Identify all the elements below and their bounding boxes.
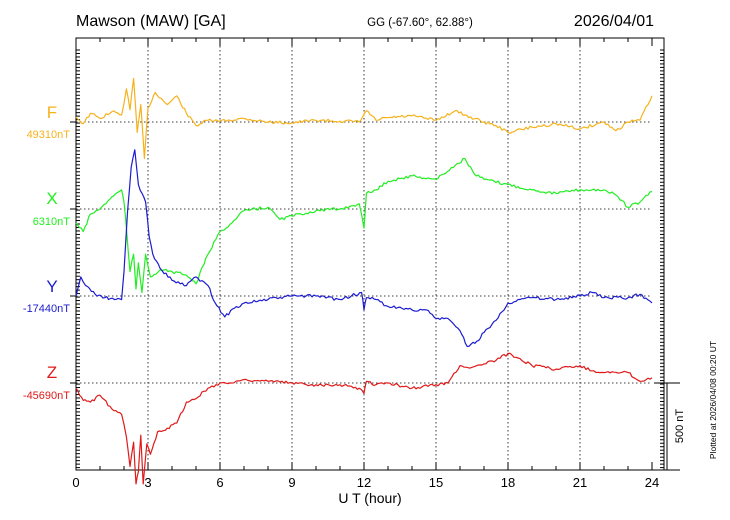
x-tick-labels: 0 3 6 9 12 15 18 21 24 <box>72 475 659 490</box>
station-title: Mawson (MAW) [GA] <box>76 13 226 30</box>
x-tick-label: 3 <box>144 475 151 490</box>
series-line-x <box>75 157 653 294</box>
x-tick-label: 12 <box>357 475 371 490</box>
baseline-label-z: -45690nT <box>23 390 70 402</box>
series-name-x: X <box>46 189 57 208</box>
series-line-y <box>75 149 653 348</box>
baseline-label-f: 49310nT <box>27 129 71 141</box>
x-tick-label: 24 <box>645 475 659 490</box>
x-tick-label: 21 <box>573 475 587 490</box>
date-label: 2026/04/01 <box>574 13 654 30</box>
series-name-y: Y <box>46 277 57 296</box>
x-tick-label: 9 <box>288 475 295 490</box>
x-tick-label: 0 <box>72 475 79 490</box>
x-tick-label: 6 <box>216 475 223 490</box>
scale-bar-label: 500 nT <box>674 409 686 444</box>
baselines <box>70 121 652 384</box>
baseline-label-y: -17440nT <box>23 303 70 315</box>
series-line-f <box>75 77 653 160</box>
plotted-at-label: Plotted at 2026/04/08 00:20 UT <box>708 341 718 459</box>
scale-bar: 500 nT <box>654 382 686 471</box>
series-name-z: Z <box>47 363 57 382</box>
axis-ticks <box>75 38 664 470</box>
series-labels: F 49310nT X 6310nT Y -17440nT Z -45690nT <box>23 103 70 402</box>
series-name-f: F <box>47 103 57 122</box>
x-axis-label: U T (hour) <box>338 490 401 506</box>
x-tick-label: 15 <box>429 475 443 490</box>
series-line-z <box>75 352 653 485</box>
grid-lines <box>147 38 581 470</box>
plot-frame <box>75 37 665 471</box>
series-lines <box>75 77 653 485</box>
x-tick-label: 18 <box>501 475 515 490</box>
baseline-label-x: 6310nT <box>33 216 71 228</box>
coordinates-label: GG (-67.60°, 62.88°) <box>367 17 473 29</box>
